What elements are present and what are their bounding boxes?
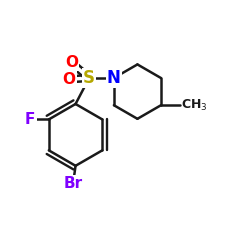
Text: Br: Br xyxy=(64,176,83,191)
Text: S: S xyxy=(83,69,95,87)
Text: CH$_3$: CH$_3$ xyxy=(181,98,208,113)
Text: N: N xyxy=(107,69,121,87)
Text: F: F xyxy=(25,112,35,127)
Text: N: N xyxy=(107,69,121,87)
Text: O: O xyxy=(65,55,78,70)
Text: O: O xyxy=(62,72,76,87)
